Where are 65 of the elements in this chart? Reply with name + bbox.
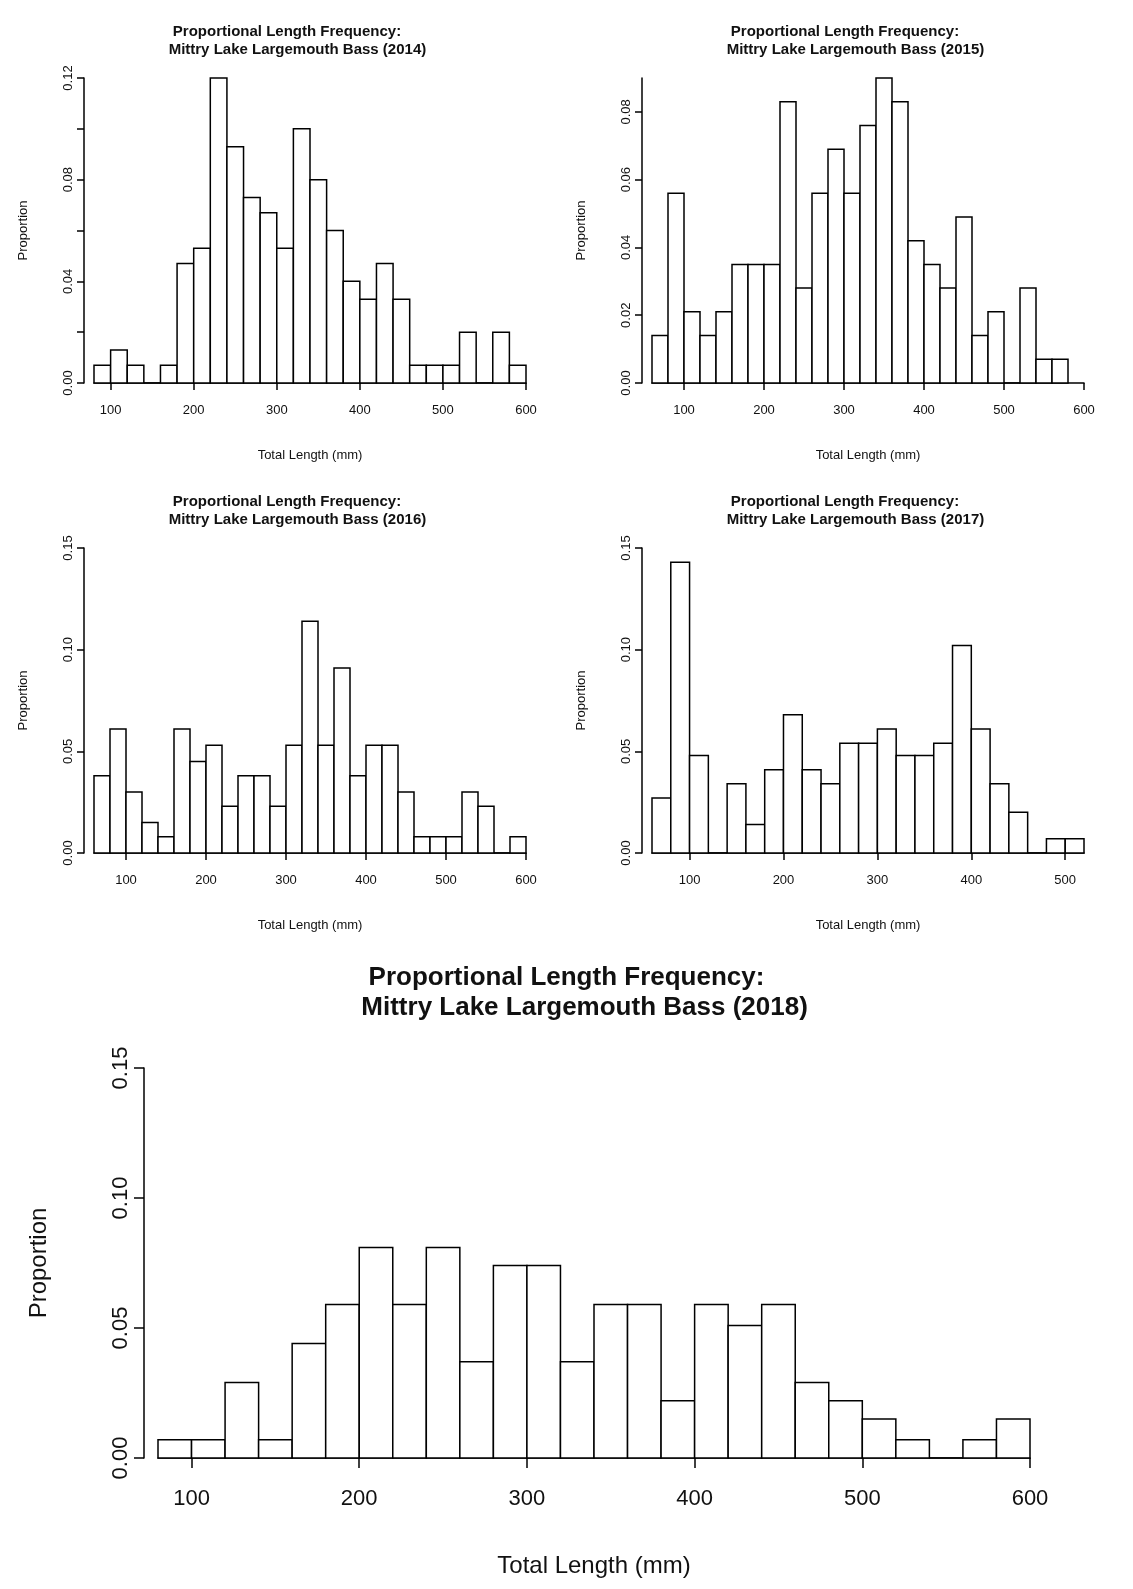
y-axis-title: Proportion [573,670,588,731]
y-tick-label: 0.10 [106,1176,132,1220]
x-axis-title: Total Length (mm) [815,447,921,462]
x-tick-label: 100 [678,872,701,887]
y-tick-label: 0.05 [60,738,75,764]
y-tick-label: 0.06 [618,167,633,193]
x-tick-label: 100 [115,872,137,887]
y-axis-title: Proportion [15,200,30,261]
x-tick-label: 300 [265,402,288,417]
x-tick-label: 500 [993,402,1015,417]
x-axis-title: Total Length (mm) [497,1550,691,1578]
x-tick-label: 300 [275,872,297,887]
x-tick-label: 200 [182,402,205,417]
y-tick-label: 0.00 [60,370,75,396]
x-tick-label: 100 [673,402,695,417]
y-tick-label: 0.15 [60,535,75,561]
x-tick-label: 400 [676,1484,713,1510]
x-tick-label: 500 [1054,872,1077,887]
x-tick-label: 400 [913,402,935,417]
chart-title: Proportional Length Frequency: Mittry Lake Largemouth Bass (2014) [147,21,427,57]
x-tick-label: 600 [1073,402,1095,417]
y-axis-title: Proportion [573,200,588,261]
x-tick-label: 400 [355,872,377,887]
x-axis-title: Total Length (mm) [257,447,363,462]
y-tick-label: 0.02 [618,302,633,328]
y-tick-label: 0.05 [106,1306,132,1350]
y-tick-label: 0.10 [618,637,633,663]
y-tick-label: 0.00 [618,840,633,866]
x-tick-label: 600 [515,872,537,887]
x-tick-label: 500 [843,1484,881,1510]
y-axis-title: Proportion [23,1207,51,1319]
x-tick-label: 200 [195,872,217,887]
y-tick-label: 0.00 [106,1436,132,1480]
x-tick-label: 300 [508,1484,546,1510]
x-tick-label: 500 [432,402,454,417]
y-tick-label: 0.04 [618,234,633,261]
chart-title: Proportional Length Frequency: Mittry Lake Largemouth Bass (2017) [705,491,985,527]
x-tick-label: 300 [833,402,855,417]
x-tick-label: 100 [173,1484,210,1510]
y-axis-title: Proportion [15,670,30,731]
y-tick-label: 0.08 [618,99,633,125]
x-tick-label: 200 [753,402,775,417]
y-tick-label: 0.15 [106,1046,132,1090]
x-tick-label: 400 [960,872,983,887]
y-tick-label: 0.08 [60,167,75,193]
x-axis-title: Total Length (mm) [815,917,921,932]
y-tick-label: 0.00 [618,370,633,396]
chart-title: Proportional Length Frequency: Mittry Lake Largemouth Bass (2018) [325,961,808,1021]
y-tick-label: 0.10 [60,637,75,663]
y-tick-label: 0.05 [618,738,633,764]
x-tick-label: 200 [340,1484,378,1510]
x-tick-label: 400 [348,402,371,417]
x-tick-label: 200 [772,872,795,887]
chart-title: Proportional Length Frequency: Mittry Lake Largemouth Bass (2016) [147,491,427,527]
x-tick-label: 600 [515,402,537,417]
y-tick-label: 0.15 [618,535,633,561]
chart-title: Proportional Length Frequency: Mittry Lake Largemouth Bass (2015) [705,21,985,57]
x-tick-label: 600 [1011,1484,1049,1510]
x-axis-title: Total Length (mm) [257,917,363,932]
y-tick-label: 0.04 [60,268,75,294]
x-tick-label: 300 [866,872,889,887]
y-tick-label: 0.00 [60,840,75,866]
y-tick-label: 0.12 [60,65,75,91]
x-tick-label: 100 [99,402,122,417]
x-tick-label: 500 [435,872,457,887]
